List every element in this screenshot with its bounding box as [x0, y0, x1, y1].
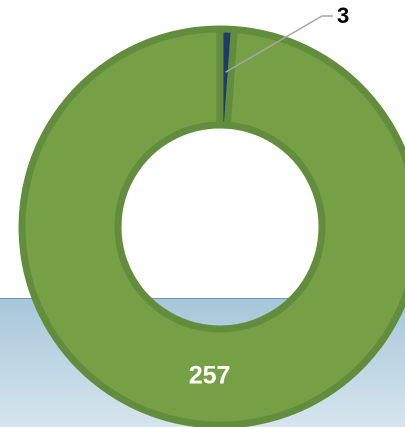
data-label: 3 — [337, 3, 349, 28]
leader-line — [225, 15, 333, 73]
donut-slice — [18, 25, 405, 427]
data-label: 257 — [189, 362, 231, 390]
